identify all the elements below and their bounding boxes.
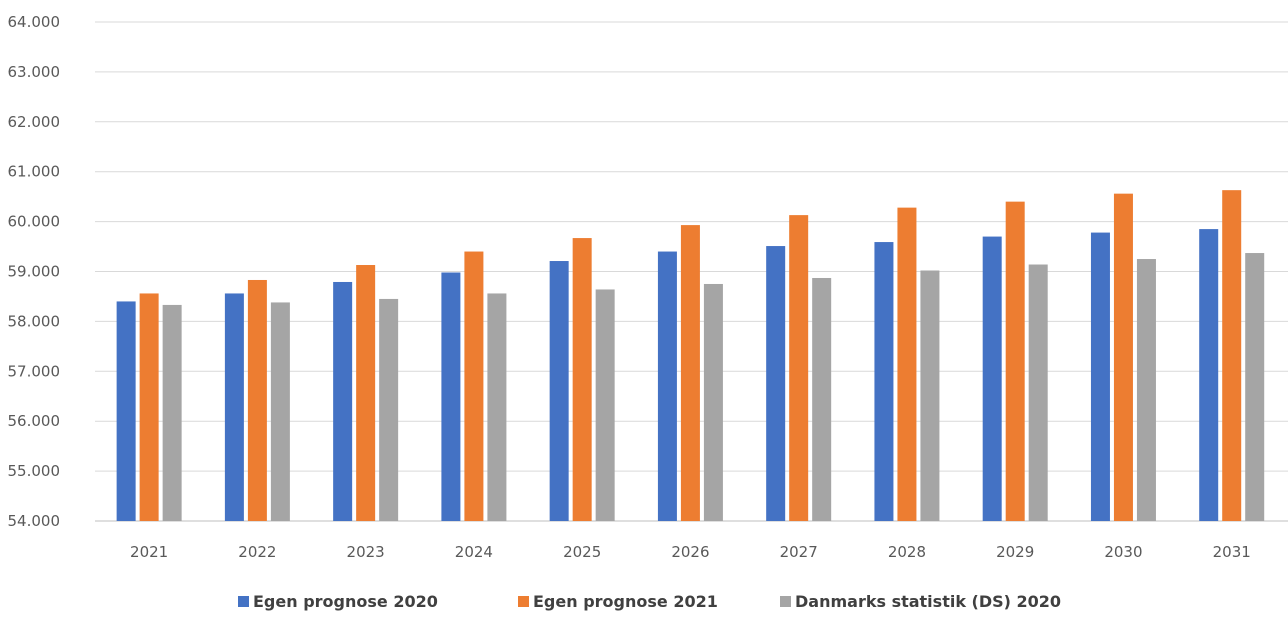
x-tick-label: 2031 bbox=[1213, 543, 1251, 561]
x-tick-label: 2024 bbox=[455, 543, 493, 561]
x-tick-label: 2029 bbox=[996, 543, 1034, 561]
legend-item: Danmarks statistik (DS) 2020 bbox=[780, 592, 1061, 611]
bar-egen-prognose-2020-2030 bbox=[1091, 233, 1110, 521]
x-tick-label: 2025 bbox=[563, 543, 601, 561]
bar-egen-prognose-2020-2025 bbox=[550, 261, 569, 521]
bar-danmarks-statistik-ds-2020-2026 bbox=[704, 284, 723, 521]
x-tick-label: 2028 bbox=[888, 543, 926, 561]
legend-label: Egen prognose 2021 bbox=[533, 592, 718, 611]
bar-danmarks-statistik-ds-2020-2024 bbox=[487, 293, 506, 521]
bar-egen-prognose-2021-2028 bbox=[897, 208, 916, 521]
bar-egen-prognose-2020-2022 bbox=[225, 293, 244, 521]
legend-item: Egen prognose 2021 bbox=[518, 592, 718, 611]
y-tick-label: 58.000 bbox=[8, 312, 61, 330]
legend-item: Egen prognose 2020 bbox=[238, 592, 438, 611]
y-tick-label: 55.000 bbox=[8, 462, 61, 480]
x-tick-label: 2023 bbox=[347, 543, 385, 561]
bar-egen-prognose-2020-2026 bbox=[658, 252, 677, 521]
bar-egen-prognose-2021-2031 bbox=[1222, 190, 1241, 521]
legend-swatch bbox=[518, 596, 529, 607]
y-tick-label: 54.000 bbox=[8, 512, 61, 530]
x-tick-label: 2030 bbox=[1104, 543, 1142, 561]
bar-danmarks-statistik-ds-2020-2031 bbox=[1245, 253, 1264, 521]
bar-danmarks-statistik-ds-2020-2028 bbox=[920, 271, 939, 521]
bar-egen-prognose-2021-2023 bbox=[356, 265, 375, 521]
bar-egen-prognose-2021-2025 bbox=[573, 238, 592, 521]
legend: Egen prognose 2020 Egen prognose 2021 Danm… bbox=[238, 592, 1061, 611]
x-axis: 2021 2022 2023 2024 2025 2026 2027 2028 2029 2030… bbox=[130, 543, 1251, 561]
bar-egen-prognose-2021-2026 bbox=[681, 225, 700, 521]
bar-egen-prognose-2020-2029 bbox=[983, 237, 1002, 521]
y-tick-label: 56.000 bbox=[8, 412, 61, 430]
y-tick-label: 61.000 bbox=[8, 163, 61, 181]
y-tick-label: 59.000 bbox=[8, 263, 61, 281]
bars bbox=[117, 190, 1265, 521]
bar-egen-prognose-2020-2023 bbox=[333, 282, 352, 521]
legend-label: Egen prognose 2020 bbox=[253, 592, 438, 611]
y-tick-label: 57.000 bbox=[8, 362, 61, 380]
bar-egen-prognose-2021-2021 bbox=[140, 293, 159, 521]
bar-danmarks-statistik-ds-2020-2027 bbox=[812, 278, 831, 521]
y-axis: 54.000 55.000 56.000 57.000 58.000 59.000 60.0… bbox=[8, 13, 61, 530]
bar-egen-prognose-2020-2027 bbox=[766, 246, 785, 521]
bar-danmarks-statistik-ds-2020-2023 bbox=[379, 299, 398, 521]
bar-danmarks-statistik-ds-2020-2030 bbox=[1137, 259, 1156, 521]
x-tick-label: 2027 bbox=[780, 543, 818, 561]
x-tick-label: 2026 bbox=[671, 543, 709, 561]
bar-danmarks-statistik-ds-2020-2022 bbox=[271, 302, 290, 521]
x-tick-label: 2022 bbox=[238, 543, 276, 561]
bar-egen-prognose-2021-2024 bbox=[464, 252, 483, 521]
legend-swatch bbox=[238, 596, 249, 607]
bar-egen-prognose-2021-2022 bbox=[248, 280, 267, 521]
bar-egen-prognose-2020-2021 bbox=[117, 301, 136, 521]
bar-egen-prognose-2020-2031 bbox=[1199, 229, 1218, 521]
legend-swatch bbox=[780, 596, 791, 607]
bar-egen-prognose-2021-2029 bbox=[1006, 202, 1025, 521]
y-tick-label: 64.000 bbox=[8, 13, 61, 31]
bar-danmarks-statistik-ds-2020-2029 bbox=[1029, 265, 1048, 521]
bar-egen-prognose-2020-2024 bbox=[441, 272, 460, 521]
y-tick-label: 63.000 bbox=[8, 63, 61, 81]
y-tick-label: 62.000 bbox=[8, 113, 61, 131]
bar-egen-prognose-2021-2030 bbox=[1114, 194, 1133, 521]
y-tick-label: 60.000 bbox=[8, 213, 61, 231]
x-tick-label: 2021 bbox=[130, 543, 168, 561]
bar-danmarks-statistik-ds-2020-2025 bbox=[596, 289, 615, 521]
bar-danmarks-statistik-ds-2020-2021 bbox=[163, 305, 182, 521]
legend-label: Danmarks statistik (DS) 2020 bbox=[795, 592, 1061, 611]
bar-egen-prognose-2021-2027 bbox=[789, 215, 808, 521]
bar-egen-prognose-2020-2028 bbox=[874, 242, 893, 521]
